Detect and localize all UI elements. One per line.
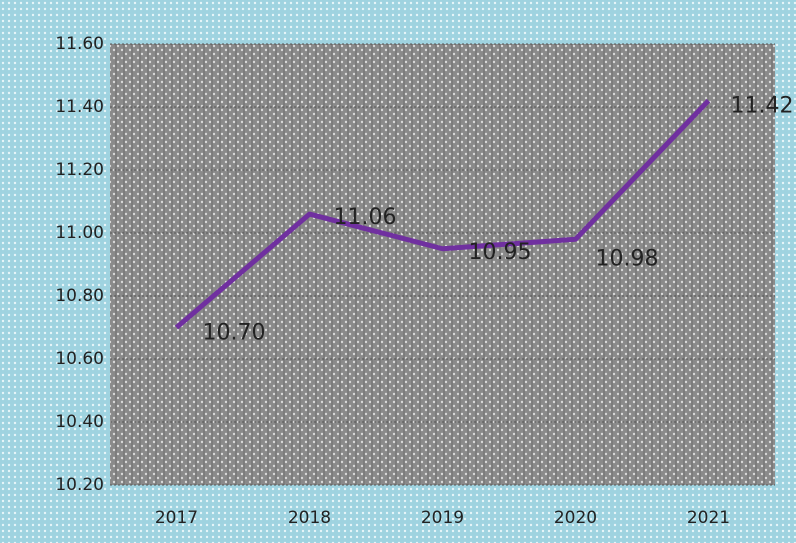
x-tick-label: 2019: [421, 508, 464, 528]
data-label: 10.95: [469, 240, 532, 265]
x-tick-label: 2018: [288, 508, 331, 528]
y-tick-label: 10.20: [55, 475, 104, 495]
x-tick-label: 2021: [687, 508, 730, 528]
y-tick-label: 11.00: [55, 223, 104, 243]
y-tick-label: 10.40: [55, 412, 104, 432]
y-tick-label: 11.40: [55, 97, 104, 117]
line: [174, 98, 711, 330]
data-label: 10.98: [596, 246, 659, 271]
data-label: 11.42: [731, 94, 794, 119]
y-tick-label: 10.60: [55, 349, 104, 369]
plot-area: [110, 44, 775, 485]
x-tick-label: 2017: [155, 508, 198, 528]
y-tick-label: 11.60: [55, 34, 104, 54]
y-tick-label: 11.20: [55, 160, 104, 180]
x-tick-label: 2020: [554, 508, 597, 528]
data-label: 11.06: [334, 205, 397, 230]
y-tick-label: 10.80: [55, 286, 104, 306]
data-label: 10.70: [203, 321, 266, 346]
